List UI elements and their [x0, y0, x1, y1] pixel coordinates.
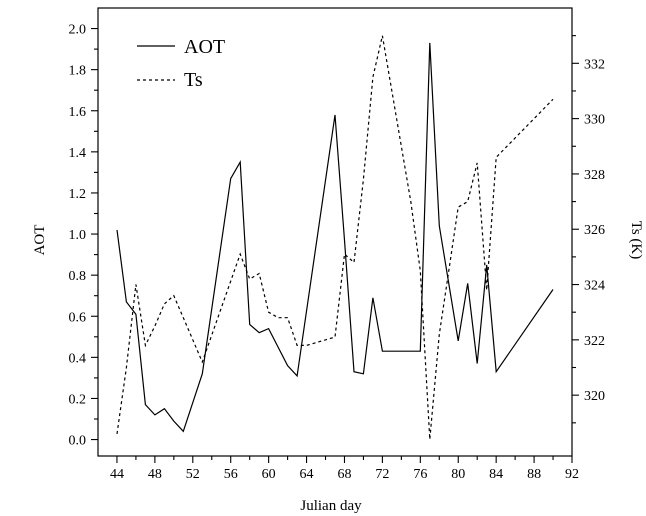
- x-tick-label: 76: [413, 467, 427, 482]
- left-y-tick-label: 0.6: [69, 310, 87, 325]
- right-y-tick-label: 322: [584, 334, 605, 349]
- right-y-tick-label: 320: [584, 389, 605, 404]
- plot-frame: [97, 7, 573, 457]
- series-line-aot: [116, 42, 554, 433]
- left-y-axis-title: AOT: [32, 225, 48, 256]
- left-y-tick-label: 0.0: [69, 434, 87, 449]
- x-tick-label: 48: [148, 467, 162, 482]
- legend: AOT Ts: [137, 36, 225, 91]
- x-tick-label: 52: [186, 467, 200, 482]
- x-tick-label: 88: [527, 467, 541, 482]
- right-y-tick-label: 324: [584, 279, 605, 294]
- series-line-ts: [116, 35, 554, 440]
- legend-label-aot: AOT: [184, 36, 225, 58]
- x-tick-label: 72: [375, 467, 389, 482]
- x-tick-label: 84: [489, 467, 503, 482]
- right-y-tick-label: 326: [584, 223, 605, 238]
- x-axis-title: Julian day: [300, 498, 362, 514]
- x-tick-label: 92: [565, 467, 579, 482]
- axes-frame: [97, 7, 573, 457]
- left-y-tick-label: 0.2: [69, 392, 87, 407]
- x-tick-label: 68: [337, 467, 351, 482]
- right-y-tick-label: 330: [584, 113, 605, 128]
- left-y-axis-ticks: 0.0 0.2 0.4 0.6 0.8 1.0 1.2 1.4 1.6 1.8 2.0: [69, 23, 98, 449]
- left-y-tick-label: 0.8: [69, 269, 87, 284]
- left-y-tick-label: 1.2: [69, 187, 87, 202]
- left-y-tick-label: 1.4: [69, 146, 87, 161]
- x-axis-ticks: 44 48 52 56 60 64 68 72 76 80 84 88 92: [110, 456, 579, 482]
- x-tick-label: 60: [262, 467, 276, 482]
- x-tick-label: 44: [110, 467, 124, 482]
- left-y-tick-label: 1.0: [69, 228, 87, 243]
- plot-series: [116, 35, 554, 440]
- right-y-tick-label: 328: [584, 168, 605, 183]
- left-y-tick-label: 1.6: [69, 105, 87, 120]
- x-tick-label: 64: [300, 467, 314, 482]
- right-y-tick-label: 332: [584, 57, 605, 72]
- x-tick-label: 80: [451, 467, 465, 482]
- right-y-axis-title: Ts (K): [628, 221, 644, 260]
- left-y-tick-label: 2.0: [69, 23, 87, 38]
- x-tick-label: 56: [224, 467, 238, 482]
- legend-label-ts: Ts: [184, 69, 203, 91]
- left-y-tick-label: 1.8: [69, 64, 87, 79]
- left-y-tick-label: 0.4: [69, 351, 87, 366]
- right-y-axis-ticks: 320 322 324 326 328 330 332: [572, 35, 605, 424]
